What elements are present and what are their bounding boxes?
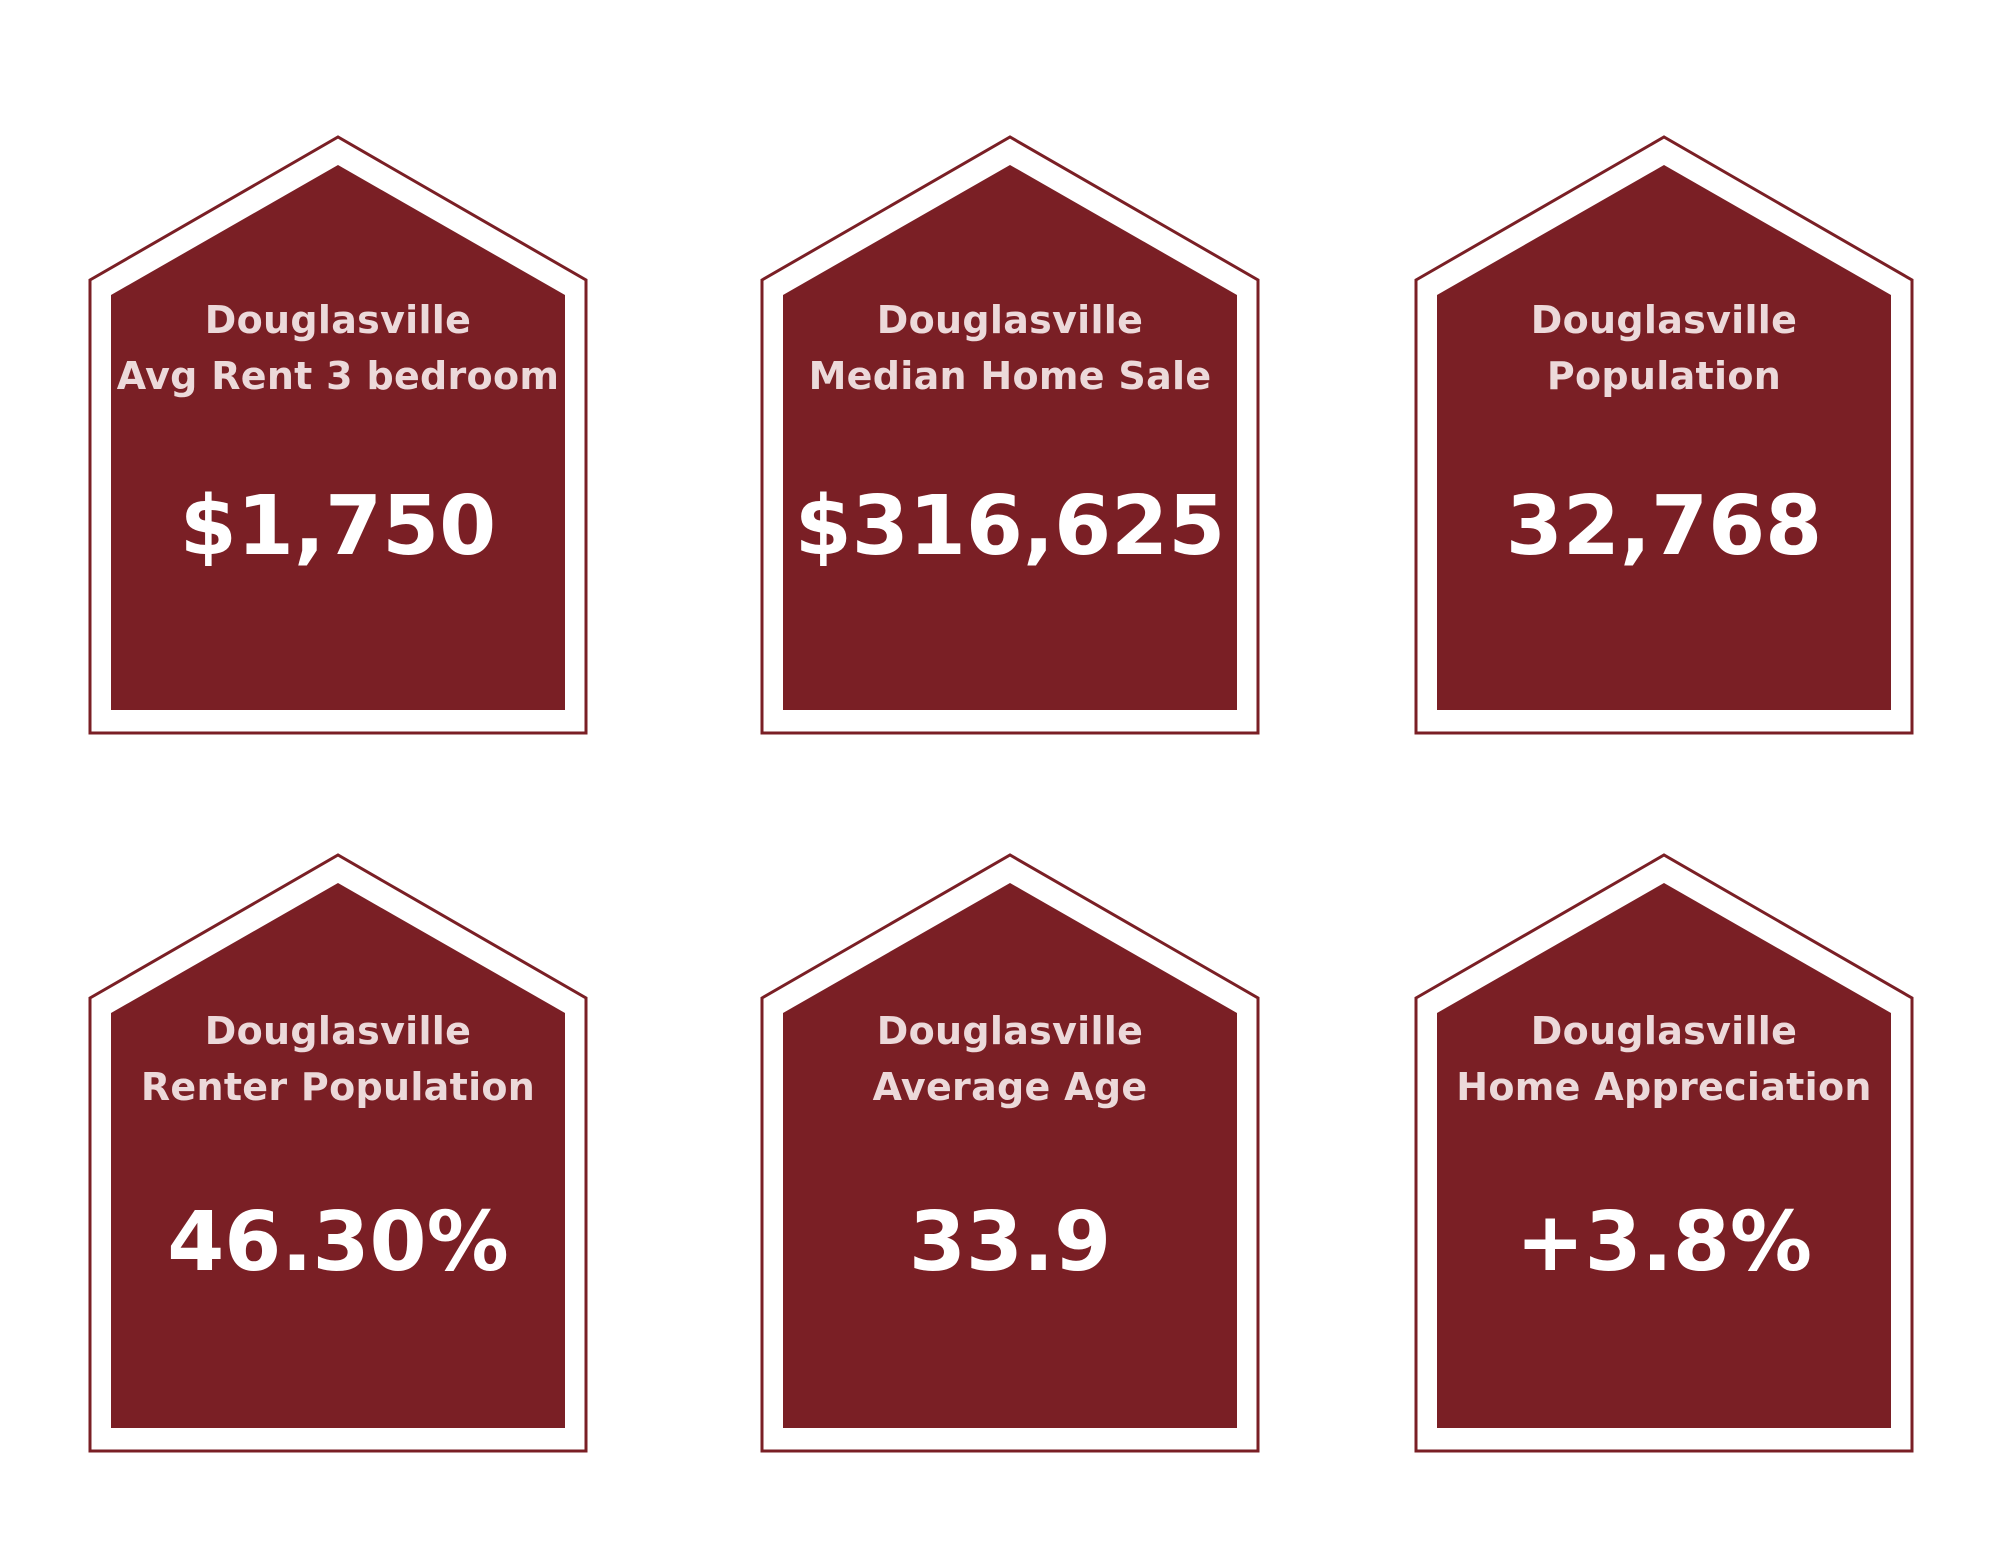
card-label: Douglasville Home Appreciation bbox=[1414, 1003, 1914, 1115]
card-value: $1,750 bbox=[179, 479, 497, 574]
house-shape-icon bbox=[88, 135, 588, 735]
card-label: Douglasville Renter Population bbox=[88, 1003, 588, 1115]
card-city: Douglasville bbox=[204, 1009, 472, 1053]
card-label: Douglasville Average Age bbox=[760, 1003, 1260, 1115]
house-shape-icon bbox=[88, 853, 588, 1453]
card-value: +3.8% bbox=[1515, 1195, 1813, 1290]
house-shape-icon bbox=[1414, 135, 1914, 735]
card-label: Douglasville Median Home Sale bbox=[760, 292, 1260, 404]
card-metric: Average Age bbox=[872, 1065, 1148, 1109]
card-value: 33.9 bbox=[908, 1195, 1112, 1290]
card-city: Douglasville bbox=[1530, 298, 1798, 342]
card-city: Douglasville bbox=[876, 298, 1144, 342]
card-label: Douglasville Avg Rent 3 bedroom bbox=[88, 292, 588, 404]
card-city: Douglasville bbox=[204, 298, 472, 342]
stat-card-median-home-sale: Douglasville Median Home Sale $316,625 bbox=[760, 135, 1260, 735]
card-metric: Median Home Sale bbox=[808, 354, 1212, 398]
house-shape-icon bbox=[760, 135, 1260, 735]
house-shape-icon bbox=[1414, 853, 1914, 1453]
card-metric: Renter Population bbox=[140, 1065, 536, 1109]
card-metric: Avg Rent 3 bedroom bbox=[116, 354, 560, 398]
stat-card-average-age: Douglasville Average Age 33.9 bbox=[760, 853, 1260, 1453]
stat-card-renter-population: Douglasville Renter Population 46.30% bbox=[88, 853, 588, 1453]
card-city: Douglasville bbox=[1530, 1009, 1798, 1053]
card-metric: Home Appreciation bbox=[1456, 1065, 1872, 1109]
card-value: 46.30% bbox=[167, 1195, 509, 1290]
card-label: Douglasville Population bbox=[1414, 292, 1914, 404]
stat-card-home-appreciation: Douglasville Home Appreciation +3.8% bbox=[1414, 853, 1914, 1453]
house-shape-icon bbox=[760, 853, 1260, 1453]
card-metric: Population bbox=[1546, 354, 1782, 398]
card-city: Douglasville bbox=[876, 1009, 1144, 1053]
stat-card-avg-rent: Douglasville Avg Rent 3 bedroom $1,750 bbox=[88, 135, 588, 735]
card-value: $316,625 bbox=[794, 479, 1226, 574]
card-value: 32,768 bbox=[1505, 479, 1823, 574]
stat-card-population: Douglasville Population 32,768 bbox=[1414, 135, 1914, 735]
